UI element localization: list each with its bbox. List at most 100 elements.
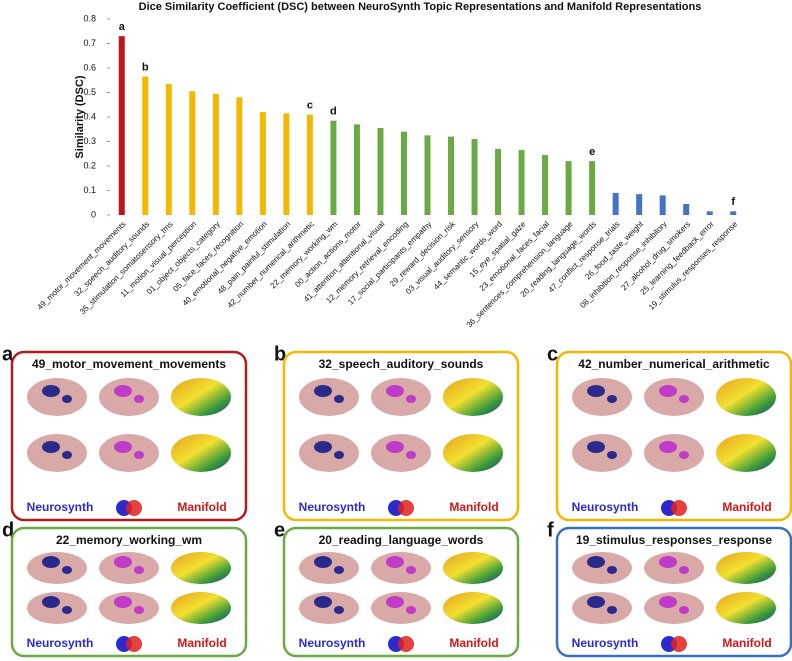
y-tick-label: 0.7 [83, 38, 96, 48]
bar [353, 124, 360, 215]
y-tick-label: 0.2 [83, 160, 96, 170]
y-tick-label: 0.5 [83, 87, 96, 97]
brain-map [443, 378, 503, 416]
brain [27, 552, 87, 584]
brain-blob [62, 395, 72, 403]
brain-blob [386, 596, 404, 608]
bar [400, 131, 407, 215]
brain-blob [62, 606, 72, 614]
brain-blob [42, 596, 60, 608]
bar [565, 161, 572, 215]
brain [99, 592, 159, 624]
y-tick-label: 0 [91, 209, 96, 219]
brain-map [171, 592, 231, 624]
bar [612, 192, 619, 215]
brain [371, 378, 431, 416]
brain-blob [659, 441, 677, 453]
panel-letter: e [274, 519, 285, 541]
brain-blob [42, 441, 60, 453]
bar [730, 211, 737, 215]
bar [424, 135, 431, 215]
brain [644, 378, 704, 416]
brain-blob [114, 596, 132, 608]
annotation: c [307, 99, 313, 111]
brain-blob [134, 451, 144, 459]
bar [683, 203, 690, 215]
brain-blob [659, 556, 677, 568]
brain-blob [42, 556, 60, 568]
manifold-label: Manifold [177, 500, 226, 514]
bar [330, 120, 337, 215]
brain-blob [134, 395, 144, 403]
bar [212, 93, 219, 215]
bar [589, 161, 596, 215]
panel-frame [10, 350, 248, 522]
panel-title: 49_motor_movement_movements [32, 357, 226, 371]
brain [27, 378, 87, 416]
brain-blob [406, 395, 416, 403]
brain [299, 434, 359, 472]
brain-blob [114, 385, 132, 397]
brain-blob [114, 441, 132, 453]
bar [636, 194, 643, 215]
neurosynth-label: Neurosynth [572, 636, 639, 650]
panel-letter: c [547, 343, 558, 365]
brain-blob [314, 556, 332, 568]
y-tick-label: 0.6 [83, 62, 96, 72]
brain-blob [386, 556, 404, 568]
manifold-label: Manifold [722, 636, 771, 650]
brain-blob [314, 441, 332, 453]
brain [299, 378, 359, 416]
brain-blob [114, 556, 132, 568]
brain [99, 552, 159, 584]
brain-blob [334, 451, 344, 459]
brain-map [171, 434, 231, 472]
brain [572, 434, 632, 472]
brain-blob [659, 385, 677, 397]
brain-blob [679, 395, 689, 403]
manifold-label: Manifold [722, 500, 771, 514]
brain-blob [406, 566, 416, 574]
x-tick-label: 49_motor_movement_movements [35, 220, 127, 312]
brain-blob [587, 441, 605, 453]
panel-frame [555, 350, 792, 522]
panel-letter: f [547, 519, 554, 541]
panel: a 49_motor_movement_movements Neurosynth Ma… [2, 343, 248, 522]
panel-title: 42_number_numerical_arithmetic [578, 357, 770, 371]
brain [27, 592, 87, 624]
venn-right [671, 500, 687, 516]
panel-title: 20_reading_language_words [319, 533, 484, 547]
brain [299, 552, 359, 584]
bar [495, 148, 502, 215]
venn-right [398, 636, 414, 652]
brain-blob [406, 451, 416, 459]
bar [659, 195, 666, 215]
manifold-label: Manifold [449, 500, 498, 514]
brain-blob [587, 385, 605, 397]
brain-blob [659, 596, 677, 608]
brain-blob [587, 596, 605, 608]
brain-blob [386, 385, 404, 397]
brain-map [716, 434, 776, 472]
brain-blob [679, 566, 689, 574]
bar [542, 154, 549, 215]
brain-blob [334, 395, 344, 403]
panel-title: 32_speech_auditory_sounds [319, 357, 484, 371]
panel: d 22_memory_working_wm Neurosynth Manifold [2, 519, 248, 658]
brain [371, 592, 431, 624]
brain-blob [334, 606, 344, 614]
y-tick-label: 0.3 [83, 136, 96, 146]
panel-frame [282, 350, 520, 522]
bar [448, 136, 455, 215]
annotation: b [142, 61, 149, 73]
brain [644, 552, 704, 584]
panel: e 20_reading_language_words Neurosynth Mani… [274, 519, 520, 658]
brain-map [716, 592, 776, 624]
bar [283, 113, 290, 215]
bar [142, 76, 149, 215]
brain-map [443, 552, 503, 584]
bar [118, 36, 125, 216]
brain [27, 434, 87, 472]
panel-letter: a [2, 343, 14, 365]
